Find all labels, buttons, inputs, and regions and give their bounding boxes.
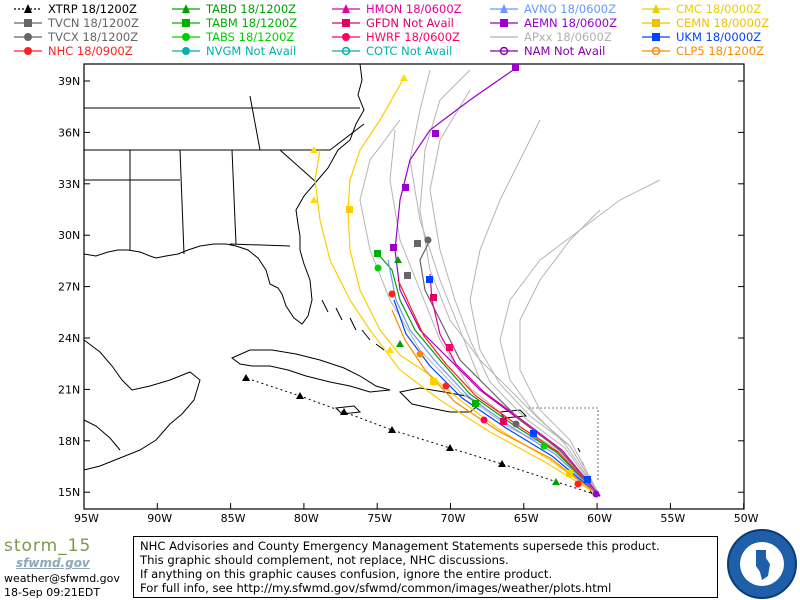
disclaimer-line-4: For full info, see http://my.sfwmd.gov/s…	[140, 581, 612, 595]
lon-tick-label: 65W	[514, 512, 539, 525]
legend-label: XTRP 18/1200Z	[48, 2, 137, 16]
legend-label: NVGM Not Avail	[206, 44, 297, 58]
lon-tick-label: 80W	[294, 512, 319, 525]
legend-label: GFDN Not Avail	[366, 16, 454, 30]
lon-tick-label: 70W	[441, 512, 466, 525]
legend-marker-icon	[490, 4, 518, 13]
legend-marker-icon	[14, 19, 42, 27]
lat-tick-label: 33N	[58, 178, 80, 191]
legend-label: CLP5 18/1200Z	[676, 44, 764, 58]
legend-marker-icon	[172, 33, 200, 41]
lat-tick-label: 27N	[58, 281, 80, 294]
legend-label: TABM 18/1200Z	[206, 16, 298, 30]
disclaimer-line-2: This graphic should complement, not repl…	[140, 553, 509, 567]
legend-marker-icon	[14, 4, 42, 13]
lon-tick-label: 55W	[660, 512, 685, 525]
lat-tick-label: 21N	[58, 383, 80, 396]
legend-marker-icon	[642, 46, 670, 56]
legend-label: NAM Not Avail	[524, 44, 606, 58]
legend-marker-icon	[490, 46, 518, 56]
legend-label: COTC Not Avail	[366, 44, 453, 58]
legend-marker-icon	[642, 19, 670, 27]
disclaimer-line-1: NHC Advisories and County Emergency Mana…	[140, 539, 660, 553]
legend-label: TVCX 18/1200Z	[48, 30, 139, 44]
legend-label: TVCN 18/1200Z	[48, 16, 139, 30]
legend-label: APxx 18/0600Z	[524, 30, 612, 44]
legend-label: HWRF 18/0600Z	[366, 30, 460, 44]
legend-marker-icon	[642, 33, 670, 41]
legend-marker-icon	[332, 33, 360, 41]
legend-label: CEMN 18/0000Z	[676, 16, 770, 30]
ensemble-tracks	[359, 69, 661, 497]
legend-marker-icon	[14, 47, 42, 55]
legend-marker-icon	[332, 46, 360, 56]
legend-marker-icon	[490, 36, 518, 38]
xtrp-markers	[242, 374, 506, 467]
track-markers	[310, 64, 600, 498]
lon-tick-label: 75W	[367, 512, 392, 525]
district-seal-icon	[727, 529, 797, 599]
sfwmd-logo: sfwmd.gov	[16, 556, 90, 570]
map-frame	[83, 63, 745, 510]
timestamp: 18-Sep 09:21EDT	[4, 586, 101, 599]
legend-marker-icon	[490, 19, 518, 27]
legend-label: CMC 18/0000Z	[676, 2, 762, 16]
contact-email[interactable]: weather@sfwmd.gov	[4, 572, 120, 585]
legend-marker-icon	[172, 19, 200, 27]
legend-marker-icon	[642, 4, 670, 13]
legend-label: UKM 18/0000Z	[676, 30, 762, 44]
legend-label: HMON 18/0600Z	[366, 2, 462, 16]
lon-tick-label: 50W	[734, 512, 759, 525]
lon-tick-label: 60W	[587, 512, 612, 525]
legend-marker-icon	[14, 33, 42, 41]
disclaimer-line-3: If anything on this graphic causes confu…	[140, 567, 553, 581]
legend-marker-icon	[172, 4, 200, 13]
lat-tick-label: 30N	[58, 229, 80, 242]
lon-tick-label: 85W	[221, 512, 246, 525]
model-legend: XTRP 18/1200Z TVCN 18/1200Z TVCX 18/1200Z N…	[0, 0, 800, 62]
storm-title: storm_15	[4, 536, 92, 556]
model-tracks	[314, 67, 601, 497]
legend-label: TABD 18/1200Z	[206, 2, 297, 16]
legend-marker-icon	[332, 19, 360, 27]
legend-label: TABS 18/1200Z	[206, 30, 295, 44]
disclaimer-box: NHC Advisories and County Emergency Mana…	[133, 536, 718, 598]
lat-tick-label: 15N	[58, 486, 80, 499]
lat-tick-label: 39N	[58, 75, 80, 88]
coastlines	[83, 63, 593, 495]
legend-label: AEMN 18/0600Z	[524, 16, 617, 30]
lat-tick-label: 36N	[58, 126, 80, 139]
lon-tick-label: 90W	[147, 512, 172, 525]
legend-label: AVNO 18/0600Z	[524, 2, 616, 16]
brand-block: storm_15 sfwmd.gov weather@sfwmd.gov 18-…	[2, 536, 130, 600]
lon-tick-label: 95W	[74, 512, 99, 525]
legend-label: NHC 18/0900Z	[48, 44, 133, 58]
legend-marker-icon	[172, 47, 200, 55]
lat-tick-label: 24N	[58, 332, 80, 345]
legend-marker-icon	[332, 4, 360, 13]
lat-tick-label: 18N	[58, 435, 80, 448]
